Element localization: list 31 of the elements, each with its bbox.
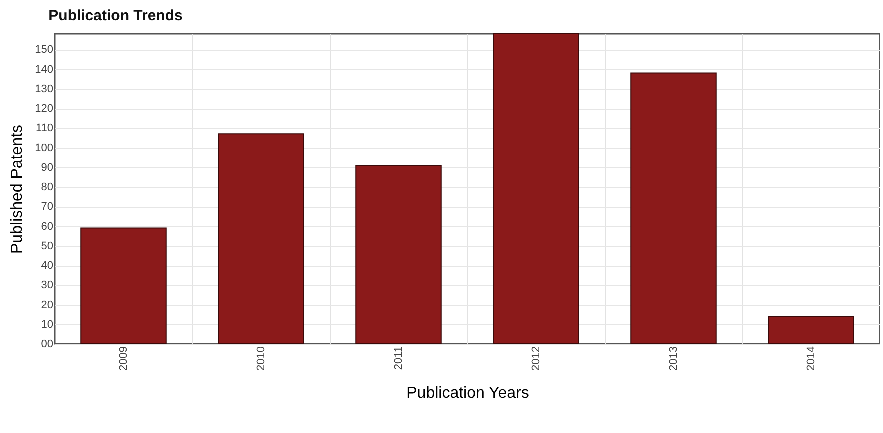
x-tick-label: 2009: [118, 346, 130, 371]
x-axis-title: Publication Years: [406, 384, 530, 402]
y-tick-label: 40: [41, 260, 54, 272]
bar: [630, 72, 717, 344]
x-tick-label: 2012: [530, 346, 542, 371]
x-tick-label: 2010: [255, 346, 268, 371]
bar: [768, 316, 854, 344]
y-tick-label: 120: [35, 103, 54, 116]
y-tick-label: 150: [35, 44, 54, 56]
y-tick-label: 80: [41, 182, 54, 194]
bar: [80, 228, 167, 344]
y-tick-label: 90: [41, 162, 54, 174]
bar: [493, 34, 580, 344]
x-tick-label: 2014: [805, 346, 818, 371]
chart-title: Publication Trends: [48, 8, 183, 24]
y-axis-title: Published Patents: [9, 125, 26, 254]
y-tick-label: 140: [35, 64, 54, 76]
y-tick-label: 60: [41, 220, 54, 233]
y-tick-label: 10: [41, 318, 54, 331]
bar: [356, 164, 442, 344]
y-tick-label: 30: [41, 280, 54, 292]
y-tick-label: 110: [36, 122, 54, 135]
y-tick-label: 70: [41, 201, 54, 214]
y-tick-label: 00: [41, 338, 54, 350]
x-tick-label: 2011: [392, 346, 405, 370]
x-tick-label: 2013: [668, 346, 680, 371]
y-tick-label: 130: [35, 83, 54, 96]
y-tick-label: 20: [41, 299, 54, 312]
bar: [218, 134, 304, 344]
y-tick-label: 50: [41, 240, 54, 252]
y-tick-label: 100: [35, 142, 54, 154]
